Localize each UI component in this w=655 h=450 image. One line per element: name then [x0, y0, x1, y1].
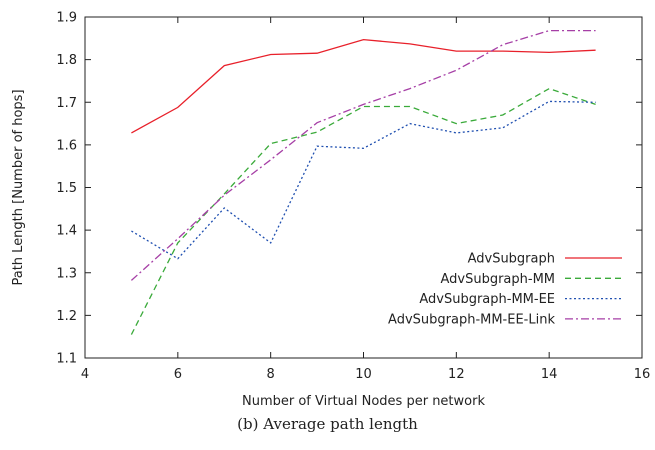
legend: AdvSubgraph AdvSubgraph-MM AdvSubgraph-MM-… — [388, 252, 622, 327]
y-tick-label: 1.1 — [56, 352, 77, 367]
series-lines — [130, 29, 596, 335]
legend-label-1: AdvSubgraph — [468, 252, 555, 267]
y-tick-label: 1.8 — [56, 53, 77, 68]
axes: 4 6 8 10 12 14 16 1.1 1.2 1.3 1.4 1.5 1.6 1.7 1.8 1.9 — [56, 11, 650, 383]
path-length-chart: 4 6 8 10 12 14 16 1.1 1.2 1.3 1.4 1.5 1.6 1.7 1.8 1.9 A… — [11, 11, 650, 410]
y-tick-label: 1.5 — [56, 181, 77, 196]
y-tick-label: 1.2 — [56, 309, 77, 324]
legend-label-4: AdvSubgraph-MM-EE-Link — [388, 312, 555, 327]
y-tick-label: 1.9 — [56, 11, 77, 26]
y-tick-label: 1.4 — [56, 224, 77, 239]
x-tick-label: 10 — [355, 367, 372, 382]
x-tick-label: 4 — [81, 367, 89, 382]
series-line-4 — [130, 29, 596, 281]
plot-frame — [84, 16, 643, 359]
x-tick-label: 6 — [174, 367, 182, 382]
y-axis-label: Path Length [Number of hops] — [11, 89, 26, 285]
x-tick-label: 16 — [634, 367, 651, 382]
legend-label-2: AdvSubgraph-MM — [440, 272, 555, 287]
figure-caption: (b) Average path length — [237, 415, 418, 433]
y-tick-label: 1.6 — [56, 138, 77, 153]
series-line-2 — [130, 87, 596, 335]
y-tick-label: 1.3 — [56, 266, 77, 281]
x-tick-label: 12 — [448, 367, 465, 382]
series-line-1 — [131, 38, 596, 134]
y-tick-label: 1.7 — [56, 96, 77, 111]
x-tick-label: 8 — [267, 367, 275, 382]
legend-label-3: AdvSubgraph-MM-EE — [419, 292, 555, 307]
series-line-3 — [131, 100, 596, 260]
x-tick-label: 14 — [541, 367, 558, 382]
x-axis-label: Number of Virtual Nodes per network — [242, 394, 485, 409]
